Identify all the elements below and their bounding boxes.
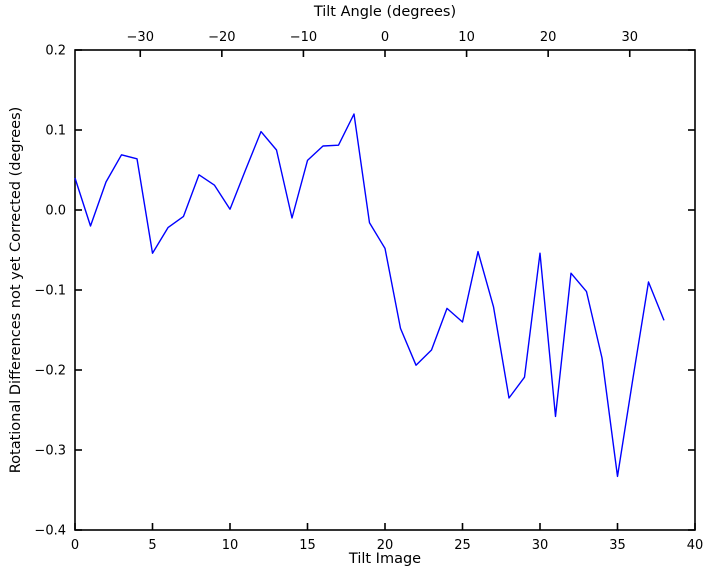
data-series-line	[74, 113, 665, 478]
x-tick-label: 40	[687, 538, 704, 553]
x-tick-label: 15	[299, 538, 316, 553]
top-x-tick-label: −10	[290, 30, 317, 45]
top-x-tick-label: 30	[621, 30, 638, 45]
y-tick-label: −0.4	[34, 524, 66, 539]
y-axis-label: Rotational Differences not yet Corrected…	[8, 106, 24, 474]
x-tick-label: 0	[71, 538, 79, 553]
x-tick-label: 5	[148, 538, 156, 553]
y-tick-label: −0.2	[34, 364, 66, 379]
top-axis-title: Tilt Angle (degrees)	[313, 4, 457, 20]
y-tick-label: 0.2	[45, 44, 66, 59]
top-x-tick-label: −20	[208, 30, 235, 45]
x-tick-label: 25	[454, 538, 471, 553]
top-x-tick-label: −30	[127, 30, 154, 45]
x-tick-label: 35	[609, 538, 626, 553]
plot-area	[74, 49, 696, 531]
y-tick-label: 0.0	[45, 204, 66, 219]
x-tick-label: 30	[532, 538, 549, 553]
x-tick-label: 20	[377, 538, 394, 553]
x-axis-label: Tilt Image	[348, 551, 422, 567]
x-tick-label: 10	[222, 538, 239, 553]
y-tick-label: 0.1	[45, 124, 66, 139]
top-x-tick-label: 20	[540, 30, 557, 45]
top-x-tick-label: 10	[458, 30, 475, 45]
y-tick-label: −0.1	[34, 284, 66, 299]
y-tick-label: −0.3	[34, 444, 66, 459]
top-x-tick-label: 0	[381, 30, 389, 45]
